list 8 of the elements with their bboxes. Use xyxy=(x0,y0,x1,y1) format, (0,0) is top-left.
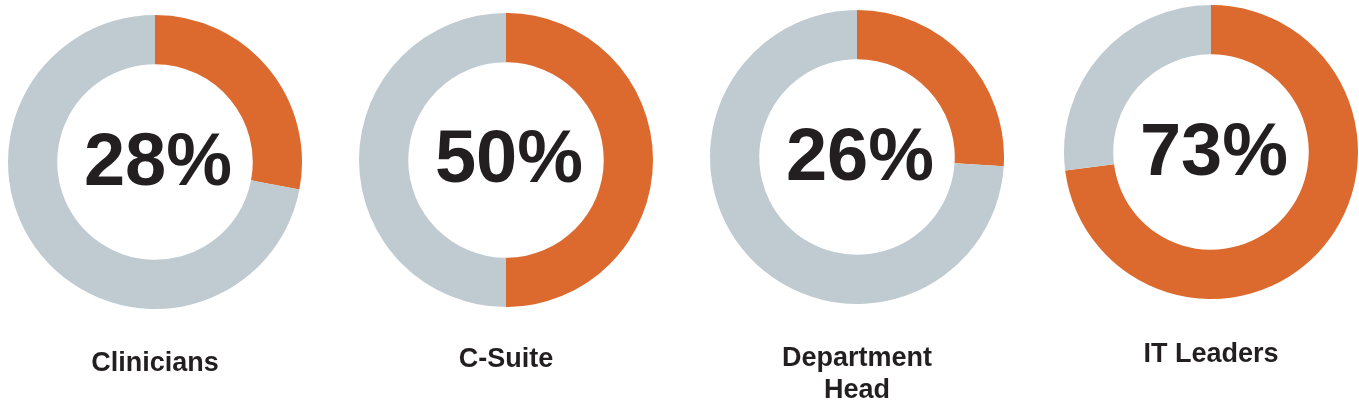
text: IT Leaders xyxy=(1142,337,1280,369)
text: Clinicians xyxy=(90,346,220,378)
data-label: 28% xyxy=(83,117,233,201)
text: Department Head xyxy=(781,341,933,405)
data-label: 73% xyxy=(1139,107,1289,191)
text: C-Suite xyxy=(457,342,555,374)
data-label: 26% xyxy=(785,112,935,196)
data-label: 50% xyxy=(434,115,584,198)
